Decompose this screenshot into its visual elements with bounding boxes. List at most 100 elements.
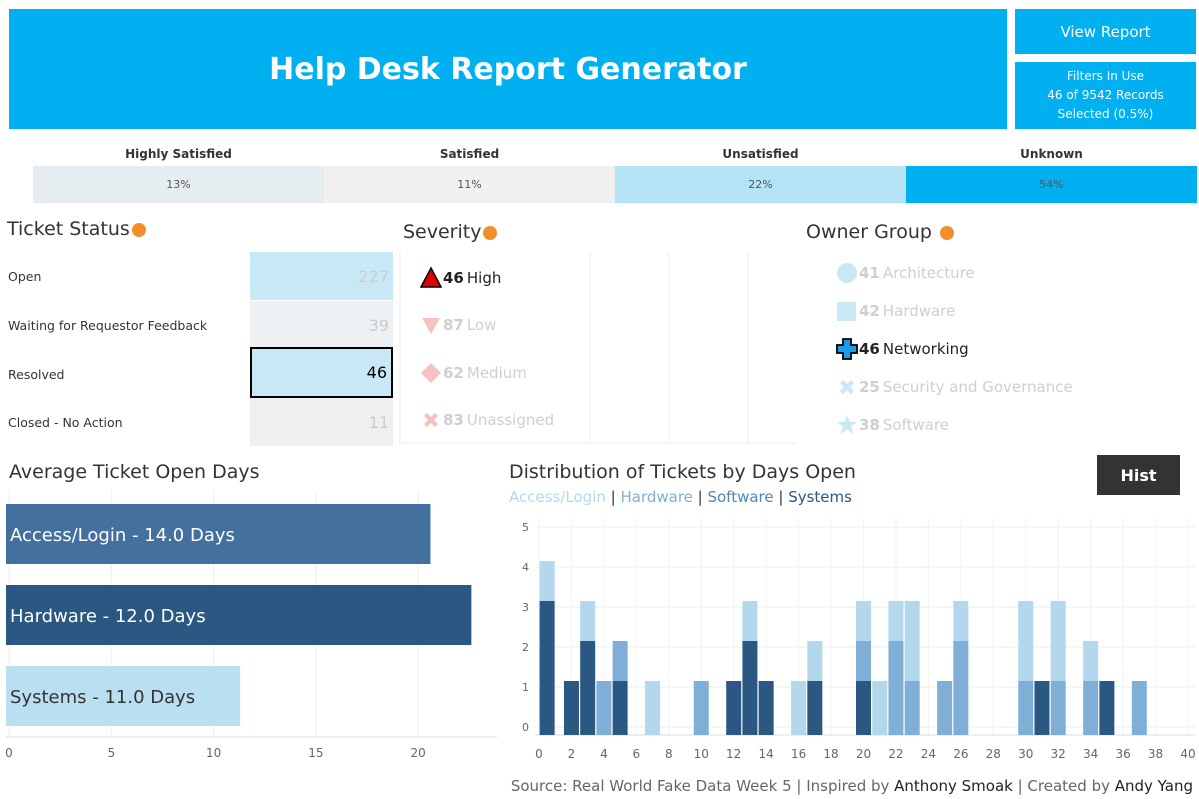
sat-label-highly-satisfied: Highly Satisfied: [125, 147, 232, 161]
histogram-bar: [856, 641, 871, 681]
x-tick-label: 5: [107, 746, 115, 760]
x-tick-label: 32: [1051, 747, 1066, 761]
histogram-bar: [596, 681, 612, 721]
ticket-status-label-open[interactable]: Open: [8, 268, 42, 284]
histogram-bar-base: [596, 721, 612, 735]
histogram-bar: [539, 601, 555, 721]
severity-item-low[interactable]: 87 Low: [419, 313, 496, 337]
filters-in-use-panel: Filters In Use 46 of 9542 Records Select…: [1015, 62, 1196, 129]
legend-item-access-login[interactable]: Access/Login: [509, 488, 606, 506]
x-icon: [424, 413, 438, 427]
severity-count-high: 46: [443, 269, 464, 287]
sat-label-satisfied: Satisfied: [439, 147, 500, 161]
histogram-bar-base: [726, 721, 742, 735]
filter-dot-icon[interactable]: [483, 225, 498, 240]
y-tick-label: 2: [522, 641, 529, 654]
x-tick-label: 0: [5, 746, 13, 760]
ticket-status-title-text: Ticket Status: [7, 218, 130, 240]
y-tick-label: 4: [522, 561, 529, 574]
histogram-bar: [953, 601, 969, 641]
histogram-bar-base: [758, 721, 774, 735]
owner-group-count-software: 38: [859, 416, 880, 434]
y-tick-label: 0: [522, 721, 529, 734]
view-report-button[interactable]: View Report: [1015, 9, 1196, 54]
sat-cell-satisfied[interactable]: 11%: [324, 166, 615, 203]
x-tick-label: 8: [665, 747, 673, 761]
owner-group-item-security[interactable]: 25 Security and Governance: [835, 375, 1073, 399]
triangle-up-icon: [419, 266, 443, 288]
histogram-bar-base: [888, 721, 904, 735]
histogram-bar-base: [580, 721, 596, 735]
histogram-bar: [580, 601, 596, 641]
histogram-bar-base: [539, 721, 555, 735]
square-icon: [837, 302, 856, 321]
bar: [6, 504, 431, 564]
x-tick-label: 0: [535, 747, 543, 761]
x-tick-label: 34: [1083, 747, 1098, 761]
histogram-bar-base: [742, 721, 758, 735]
severity-grid: [398, 252, 796, 444]
severity-title: Severity: [403, 221, 498, 243]
histogram-bar: [1099, 681, 1115, 721]
severity-item-medium[interactable]: 62 Medium: [419, 361, 527, 385]
filter-dot-icon[interactable]: [131, 222, 146, 237]
bar-label: Hardware - 12.0 Days: [10, 606, 206, 627]
sat-cell-unsatisfied[interactable]: 22%: [615, 166, 906, 203]
owner-group-count-architecture: 41: [859, 264, 880, 282]
ticket-status-label-waiting[interactable]: Waiting for Requestor Feedback: [8, 317, 208, 333]
histogram-bar: [726, 681, 742, 721]
distribution-title: Distribution of Tickets by Days Open: [509, 461, 856, 483]
histogram-bar: [758, 681, 774, 721]
severity-item-unassigned[interactable]: 83 Unassigned: [419, 408, 554, 432]
histogram-bar: [872, 681, 888, 721]
histogram-bar: [612, 641, 628, 681]
x-tick-label: 6: [633, 747, 641, 761]
ticket-status-value-closed[interactable]: 11: [250, 398, 393, 446]
x-tick-label: 38: [1148, 747, 1163, 761]
histogram-bar: [1050, 681, 1066, 721]
histogram-bar-base: [1083, 721, 1099, 735]
x-tick-label: 16: [791, 747, 806, 761]
bar-label: Access/Login - 14.0 Days: [10, 525, 235, 546]
filter-dot-icon[interactable]: [939, 225, 954, 240]
histogram-bar-base: [807, 721, 823, 735]
owner-group-item-software[interactable]: 38 Software: [835, 413, 949, 437]
x-tick-label: 24: [921, 747, 936, 761]
histogram-bar-base: [937, 721, 953, 735]
bar-label: Systems - 11.0 Days: [10, 687, 195, 708]
x-tick-label: 18: [823, 747, 838, 761]
owner-group-item-networking[interactable]: 46 Networking: [835, 337, 969, 361]
legend-item-software[interactable]: Software: [707, 488, 774, 506]
histogram-bar-base: [1099, 721, 1115, 735]
severity-item-high[interactable]: 46 High: [419, 266, 501, 290]
x-tick-label: 20: [856, 747, 871, 761]
histogram-bar: [563, 681, 579, 721]
star-icon: [837, 415, 857, 434]
histogram-bar: [1018, 681, 1034, 721]
page-title: Help Desk Report Generator: [9, 9, 1007, 129]
filters-title: Filters In Use: [1066, 69, 1145, 83]
footer-inspired-author[interactable]: Anthony Smoak: [894, 777, 1013, 795]
owner-group-item-hardware[interactable]: 42 Hardware: [835, 299, 955, 323]
ticket-status-label-closed[interactable]: Closed - No Action: [8, 414, 123, 430]
x-tick-label: 22: [888, 747, 903, 761]
histogram-bar-base: [612, 721, 628, 735]
severity-label-unassigned: Unassigned: [466, 411, 555, 429]
sat-cell-highly-satisfied[interactable]: 13%: [33, 166, 324, 203]
hist-button[interactable]: Hist: [1097, 455, 1180, 495]
histogram-bar-base: [1018, 721, 1034, 735]
ticket-status-value-waiting[interactable]: 39: [250, 301, 393, 349]
ticket-status-value-open[interactable]: 227: [250, 252, 393, 300]
histogram-bar-base: [904, 721, 920, 735]
legend-item-hardware[interactable]: Hardware: [620, 488, 693, 506]
sat-cell-unknown[interactable]: 54%: [906, 166, 1197, 203]
histogram-bar: [1018, 601, 1034, 681]
footer-creator[interactable]: Andy Yang: [1114, 777, 1193, 795]
owner-group-item-architecture[interactable]: 41 Architecture: [835, 261, 975, 285]
legend-item-systems[interactable]: Systems: [788, 488, 852, 506]
ticket-status-value-resolved[interactable]: 46: [250, 347, 393, 398]
histogram-bar-base: [693, 721, 709, 735]
x-tick-label: 26: [953, 747, 968, 761]
histogram-bar-base: [563, 721, 579, 735]
ticket-status-label-resolved[interactable]: Resolved: [8, 366, 65, 382]
